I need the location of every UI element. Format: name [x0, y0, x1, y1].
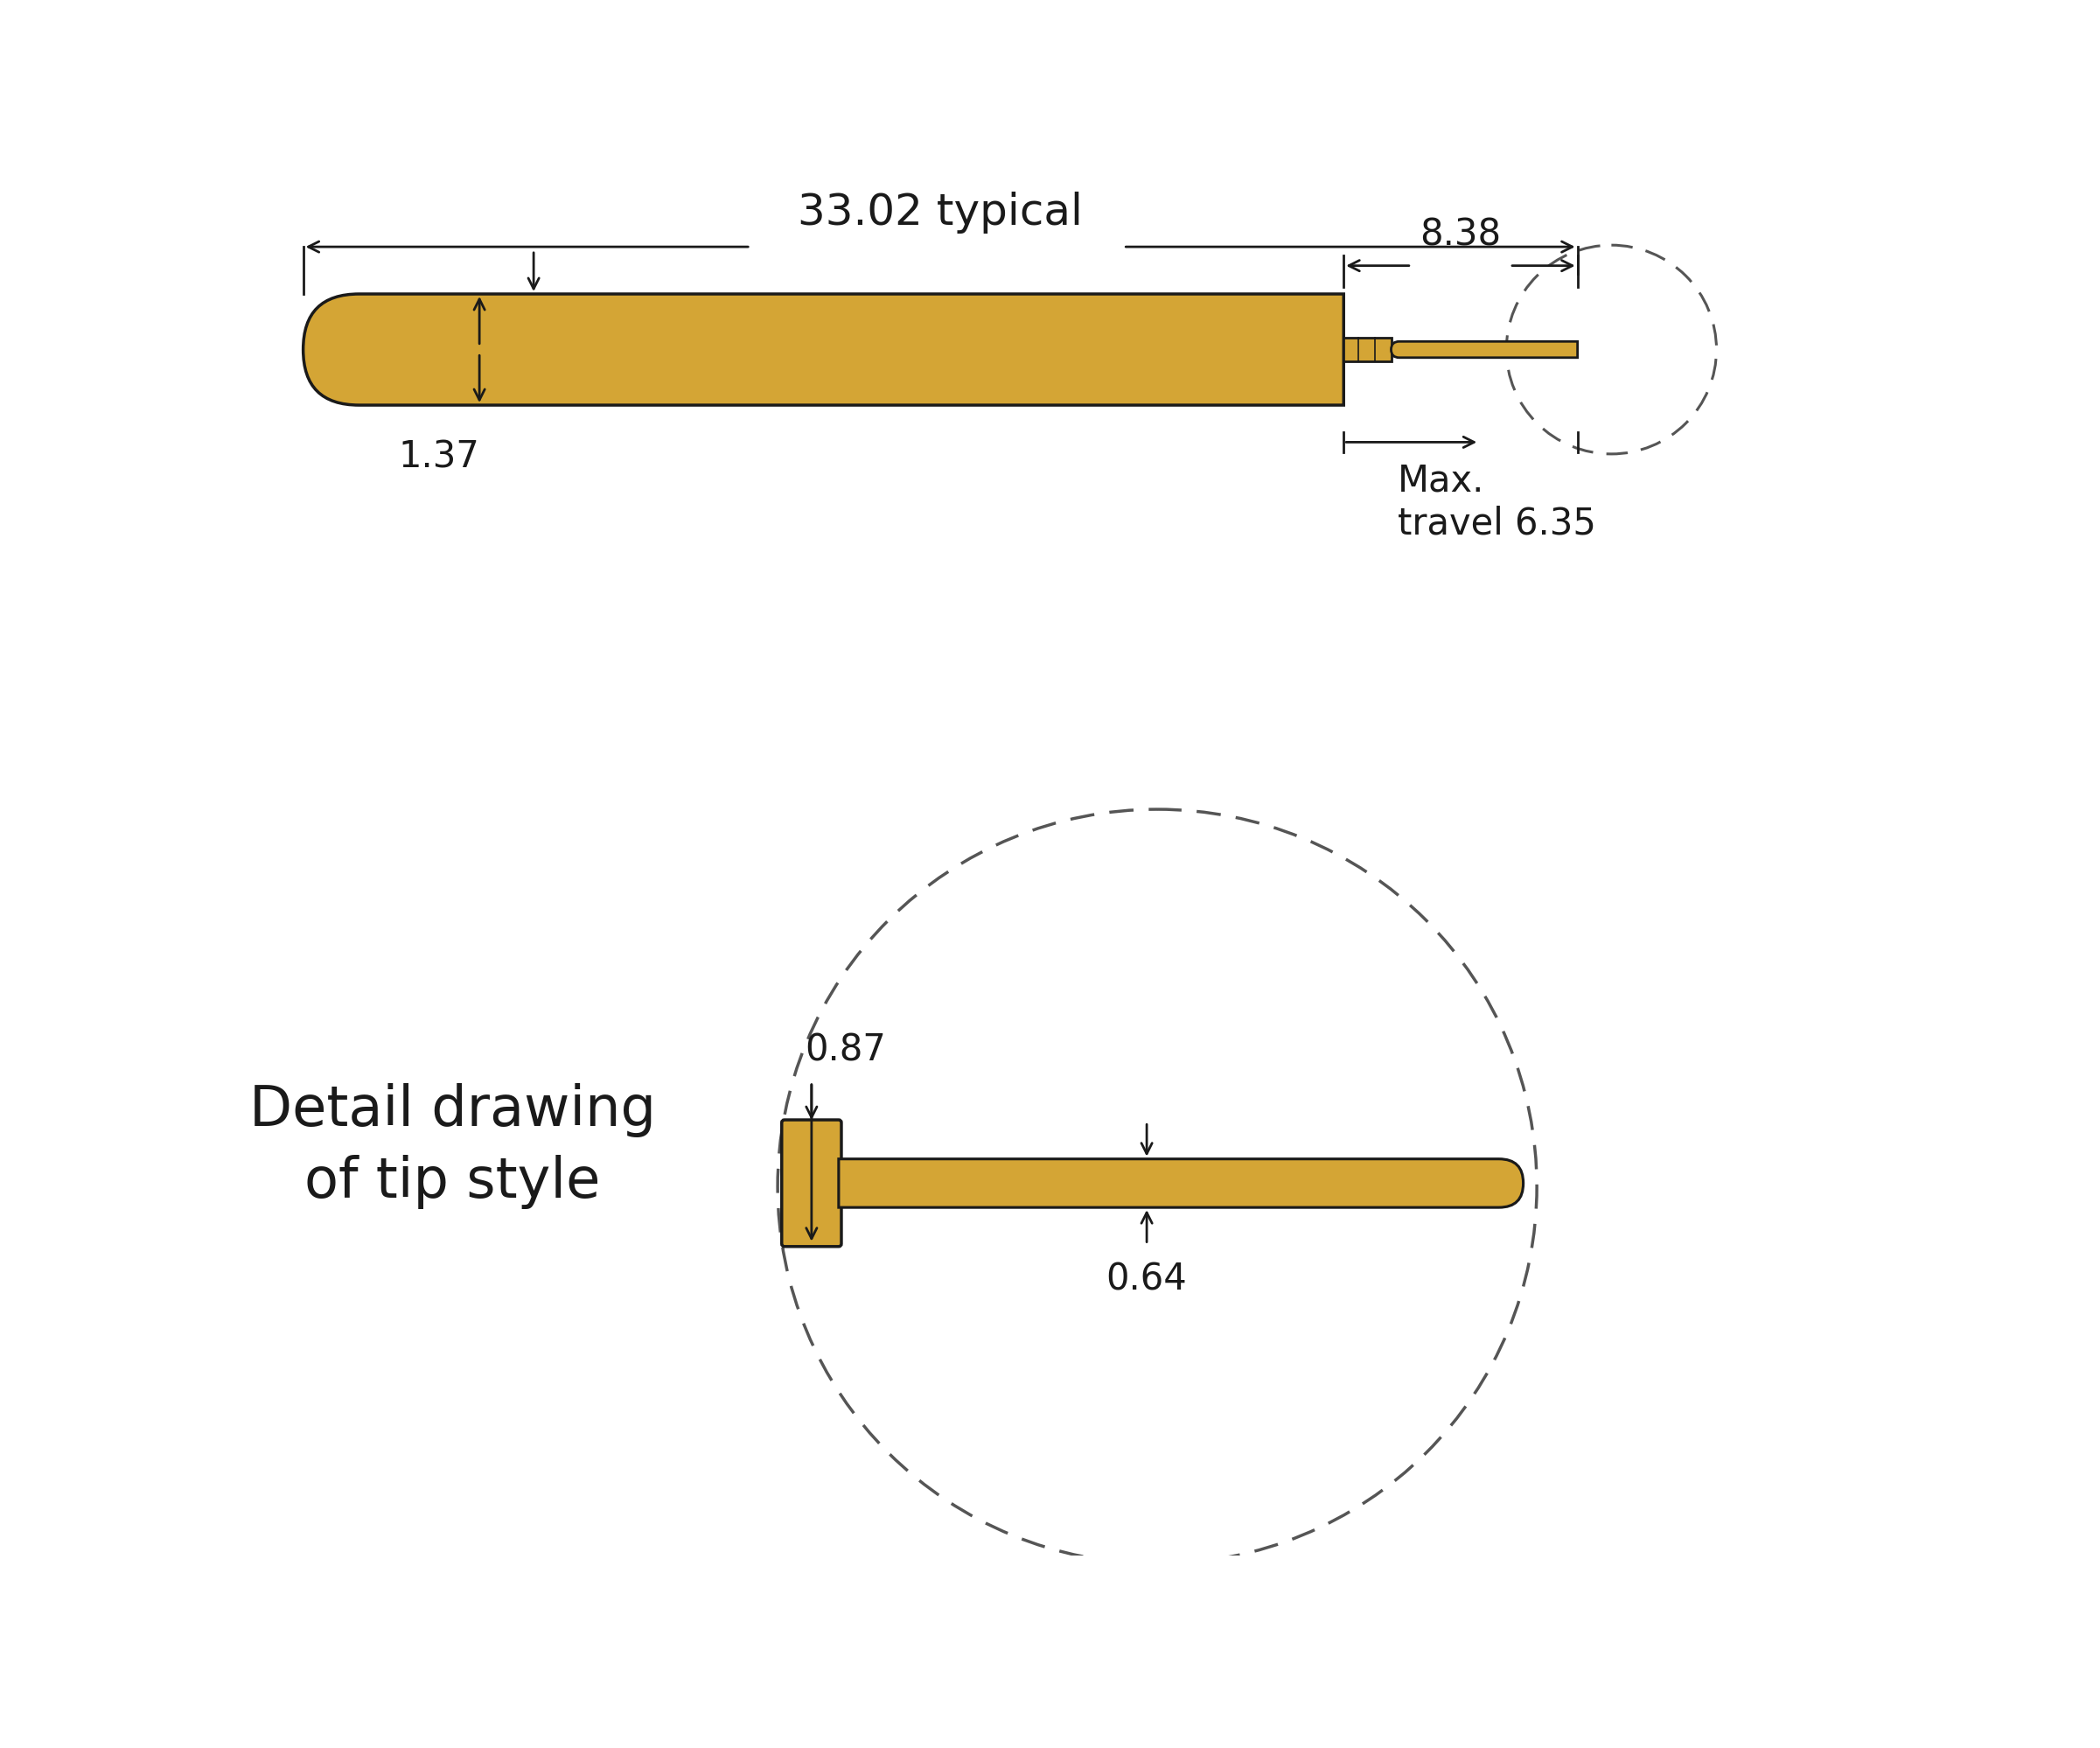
- FancyBboxPatch shape: [781, 1120, 842, 1246]
- PathPatch shape: [838, 1159, 1522, 1208]
- Text: Max.
travel 6.35: Max. travel 6.35: [1399, 463, 1596, 542]
- Text: 33.02 typical: 33.02 typical: [798, 191, 1084, 232]
- PathPatch shape: [1390, 341, 1577, 358]
- Text: 0.64: 0.64: [1107, 1262, 1186, 1299]
- Bar: [1344, 337, 1390, 362]
- PathPatch shape: [302, 294, 1344, 406]
- Text: Detail drawing
of tip style: Detail drawing of tip style: [250, 1084, 655, 1210]
- Text: 8.38: 8.38: [1420, 217, 1502, 253]
- Text: 1.37: 1.37: [399, 439, 479, 475]
- Text: 0.87: 0.87: [804, 1031, 886, 1068]
